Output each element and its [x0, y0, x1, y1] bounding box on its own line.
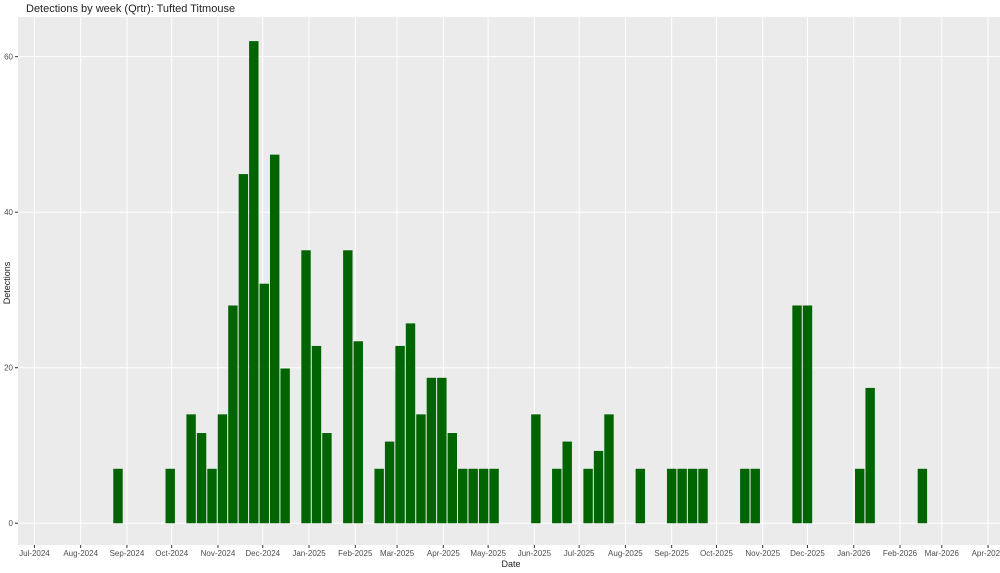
bar [552, 468, 562, 524]
bar [855, 468, 865, 524]
bar [687, 468, 698, 524]
x-tick-label: May-2025 [470, 549, 506, 558]
bar [468, 468, 478, 524]
bar [677, 468, 687, 524]
x-tick-label: Dec-2024 [245, 549, 280, 558]
bar [343, 250, 353, 524]
x-tick-label: Apr-2025 [427, 549, 460, 558]
bar [186, 414, 196, 524]
x-tick-label: Jan-2025 [292, 549, 326, 558]
bar [165, 468, 175, 524]
x-tick-label: Mar-2025 [380, 549, 415, 558]
bar [489, 468, 499, 524]
plot-panel [18, 17, 1000, 545]
bar [217, 414, 228, 524]
x-tick-label: Sep-2024 [110, 549, 145, 558]
chart-title: Detections by week (Qrtr): Tufted Titmou… [26, 3, 235, 15]
bar [416, 414, 426, 524]
x-tick-label: Apr-2026 [972, 549, 1000, 558]
bar [311, 345, 322, 524]
bar [437, 377, 447, 524]
bar [531, 414, 541, 524]
bar [478, 468, 489, 524]
bar [750, 468, 760, 524]
x-tick-label: Nov-2025 [745, 549, 780, 558]
bar [228, 305, 238, 524]
bar [635, 468, 646, 524]
bar [604, 414, 614, 524]
bar [426, 377, 437, 524]
y-tick-label: 60 [4, 53, 13, 62]
bar [583, 468, 593, 524]
x-tick-label: Feb-2026 [883, 549, 918, 558]
bar [207, 468, 217, 524]
x-tick-label: Aug-2025 [608, 549, 643, 558]
bar [353, 341, 363, 524]
x-tick-label: Oct-2025 [700, 549, 733, 558]
x-tick-label: Jan-2026 [837, 549, 871, 558]
y-tick-label: 0 [9, 519, 14, 528]
bar [740, 468, 750, 524]
bar [447, 433, 457, 524]
bar [593, 450, 604, 524]
bar [280, 368, 290, 524]
bar [113, 468, 123, 524]
bar [666, 468, 677, 524]
x-tick-label: Sep-2025 [654, 549, 689, 558]
bar [698, 468, 708, 524]
bar [269, 154, 280, 524]
bar [384, 441, 395, 524]
bar [395, 345, 405, 524]
x-tick-label: Feb-2025 [338, 549, 373, 558]
bar [238, 174, 249, 524]
bar [865, 387, 875, 524]
bar [322, 433, 332, 524]
bar [802, 305, 813, 524]
x-tick-label: Aug-2024 [63, 549, 98, 558]
bar [301, 250, 311, 524]
x-tick-label: Oct-2024 [155, 549, 188, 558]
x-tick-label: Dec-2025 [790, 549, 825, 558]
bar [196, 433, 207, 524]
x-tick-label: Mar-2026 [925, 549, 960, 558]
x-tick-label: Nov-2024 [201, 549, 236, 558]
bar [259, 283, 269, 524]
bar [917, 468, 928, 524]
bar [792, 305, 802, 524]
x-axis-title: Date [501, 559, 520, 569]
bar [562, 441, 572, 524]
bar [374, 468, 384, 524]
y-tick-label: 20 [4, 364, 13, 373]
bar [405, 323, 416, 524]
y-tick-label: 40 [4, 208, 13, 217]
x-tick-label: Jun-2025 [518, 549, 552, 558]
bar [249, 41, 259, 524]
bar [458, 468, 468, 524]
x-tick-label: Jul-2024 [19, 549, 50, 558]
y-axis-title: Detections [2, 261, 12, 304]
x-tick-label: Jul-2025 [564, 549, 595, 558]
